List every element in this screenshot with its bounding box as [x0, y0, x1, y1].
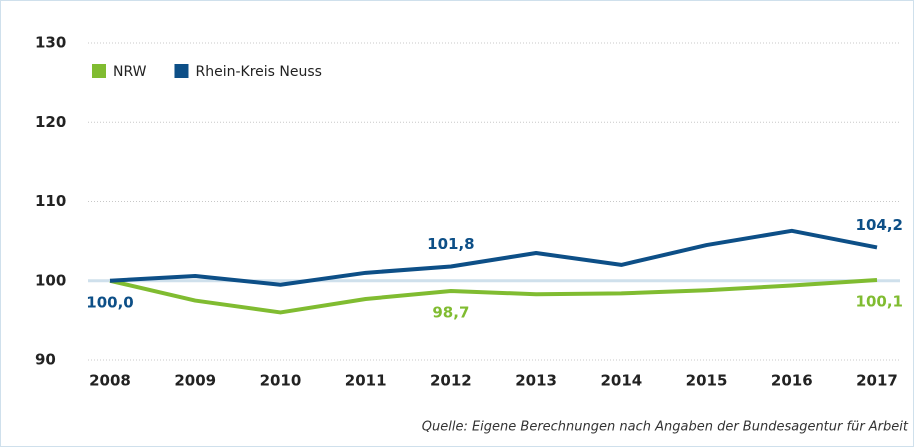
y-tick-label: 110 [35, 192, 66, 210]
x-tick-label: 2016 [771, 372, 813, 390]
y-tick-label: 100 [35, 271, 66, 289]
data-label: 100,0 [86, 293, 133, 311]
x-tick-label: 2012 [430, 372, 472, 390]
x-tick-label: 2011 [345, 372, 387, 390]
x-tick-label: 2017 [856, 372, 898, 390]
source-note: Quelle: Eigene Berechnungen nach Angaben… [422, 420, 909, 435]
y-tick-label: 130 [35, 34, 66, 52]
y-tick-label: 90 [35, 351, 56, 369]
legend-label: NRW [113, 64, 147, 80]
data-label: 104,2 [856, 216, 903, 234]
x-tick-label: 2008 [89, 372, 131, 390]
series-line [109, 228, 878, 287]
legend-swatch [174, 64, 189, 78]
x-tick-label: 2015 [686, 372, 728, 390]
x-tick-label: 2013 [515, 372, 557, 390]
x-tick-label: 2010 [260, 372, 302, 390]
legend-label: Rhein-Kreis Neuss [195, 64, 321, 80]
x-tick-label: 2014 [600, 372, 642, 390]
series-line [109, 277, 878, 315]
legend-swatch [92, 64, 106, 78]
data-label: 101,8 [427, 235, 474, 253]
data-label: 100,1 [856, 292, 903, 310]
x-tick-label: 2009 [174, 372, 216, 390]
data-label: 98,7 [432, 304, 469, 322]
y-tick-label: 120 [35, 113, 66, 131]
